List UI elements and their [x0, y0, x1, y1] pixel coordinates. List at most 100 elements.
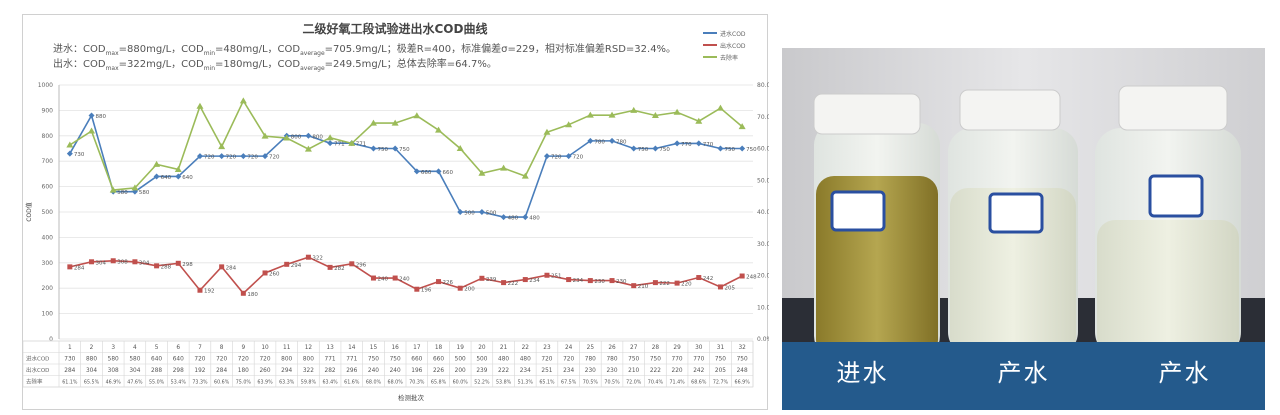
table-cell: 61.6%: [344, 380, 360, 386]
table-cell: 17: [413, 345, 421, 351]
data-point: [630, 145, 637, 152]
table-cell: 5: [155, 345, 159, 351]
table-cell: 72.0%: [626, 380, 642, 386]
data-point: [586, 111, 594, 118]
y2-tick-label: 20.0%: [757, 273, 769, 280]
data-point: [521, 172, 529, 179]
table-cell: 10: [261, 345, 269, 351]
data-point: [738, 123, 746, 130]
data-label: 750: [724, 147, 735, 153]
data-point: [109, 186, 117, 193]
data-point: [609, 137, 616, 144]
data-point: [739, 145, 746, 152]
data-point: [414, 286, 420, 292]
table-cell: 242: [693, 368, 704, 374]
data-point: [392, 145, 399, 152]
table-cell: 53.4%: [171, 380, 187, 386]
data-label: 750: [638, 147, 649, 153]
table-cell: 63.3%: [279, 380, 295, 386]
data-label: 720: [204, 155, 215, 161]
subscript: average: [300, 65, 325, 72]
table-cell: 15: [370, 345, 378, 351]
y-tick-label: 600: [42, 184, 54, 191]
bottle-effluent-1: [948, 89, 1078, 356]
table-cell: 240: [368, 368, 379, 374]
data-label: 640: [161, 175, 172, 181]
table-cell: 19: [457, 345, 465, 351]
data-point: [674, 140, 681, 147]
data-label: 240: [399, 277, 410, 283]
legend-item-removal: 去除率: [703, 51, 746, 63]
table-cell: 240: [390, 368, 401, 374]
table-cell: 11: [283, 345, 291, 351]
y-tick-label: 900: [42, 107, 54, 114]
table-cell: 53.8%: [496, 380, 512, 386]
data-point: [218, 153, 225, 160]
table-cell: 720: [194, 357, 205, 363]
table-cell: 65.1%: [539, 380, 555, 386]
table-cell: 67.5%: [561, 380, 577, 386]
table-cell: 73.3%: [192, 380, 208, 386]
data-label: 580: [139, 190, 150, 196]
table-cell: 220: [672, 368, 683, 374]
caption-effluent-2: 产水: [1158, 359, 1211, 387]
data-label: 770: [681, 142, 692, 148]
data-point: [197, 287, 203, 293]
stats-text: =880mg/L，COD: [118, 44, 204, 55]
y-tick-label: 1000: [38, 82, 53, 89]
data-point: [478, 169, 486, 176]
table-cell: 880: [86, 357, 97, 363]
y2-tick-label: 40.0%: [757, 209, 769, 216]
data-label: 800: [312, 134, 323, 140]
table-cell: 222: [498, 368, 509, 374]
stats-text: =322mg/L，COD: [118, 59, 204, 70]
data-point: [717, 284, 723, 290]
table-cell: 304: [86, 368, 97, 374]
table-cell: 720: [216, 357, 227, 363]
data-point: [283, 134, 291, 141]
data-label: 720: [573, 155, 584, 161]
data-point: [392, 275, 398, 281]
table-cell: 640: [173, 357, 184, 363]
table-cell: 192: [194, 368, 205, 374]
data-point: [456, 145, 464, 151]
series-line-1: [69, 256, 743, 295]
y-tick-label: 300: [42, 260, 54, 267]
table-cell: 70.5%: [604, 380, 620, 386]
table-cell: 31: [717, 345, 725, 351]
y-tick-label: 800: [42, 133, 54, 140]
data-point: [500, 164, 508, 171]
table-cell: 251: [541, 368, 552, 374]
data-point: [478, 209, 485, 215]
y-tick-label: 100: [42, 311, 54, 318]
data-label: 750: [399, 147, 410, 153]
data-point: [652, 145, 659, 152]
influent-stats: 进水：CODmax=880mg/L，CODmin=480mg/L，CODaver…: [53, 40, 676, 57]
data-point: [218, 143, 226, 150]
table-cell: 500: [455, 357, 466, 363]
y2-tick-label: 0.0%: [757, 336, 769, 343]
y-tick-label: 200: [42, 285, 54, 292]
data-point: [413, 168, 420, 175]
data-point: [522, 277, 528, 283]
x-axis-label: 检测批次: [398, 393, 425, 402]
table-cell: 29: [673, 345, 681, 351]
data-point: [369, 119, 377, 126]
stats-text: =249.5mg/L；总体去除率=64.7%。: [324, 59, 497, 70]
data-point: [89, 259, 95, 265]
table-cell: 260: [259, 368, 270, 374]
table-cell: 580: [129, 357, 140, 363]
data-label: 222: [659, 281, 670, 287]
data-point: [566, 277, 572, 283]
data-point: [262, 270, 268, 276]
data-point: [131, 184, 139, 191]
table-cell: 65.5%: [84, 380, 100, 386]
y-axis-label: COD值: [25, 202, 33, 222]
y2-tick-label: 50.0%: [757, 177, 769, 184]
table-cell: 9: [241, 345, 245, 351]
subscript: max: [105, 50, 119, 57]
data-point: [716, 104, 724, 111]
table-cell: 55.0%: [149, 380, 165, 386]
y2-tick-label: 70.0%: [757, 114, 769, 121]
data-label: 750: [659, 147, 670, 153]
